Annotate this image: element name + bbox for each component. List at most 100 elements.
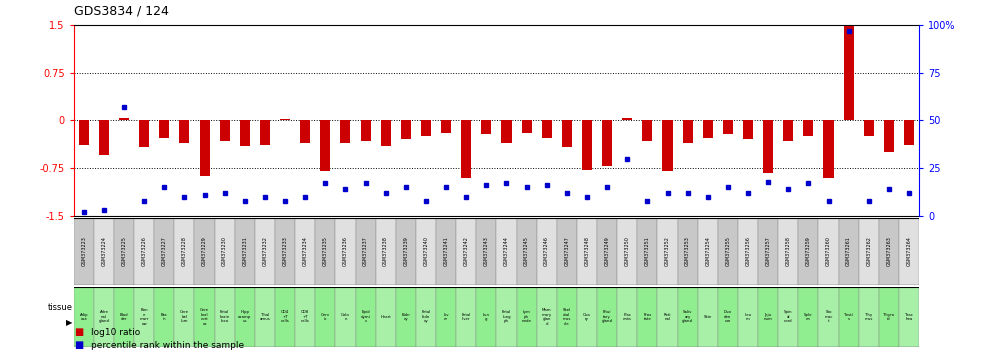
- Bar: [280, 119, 290, 120]
- Bar: [516, 287, 537, 347]
- Bar: [300, 120, 311, 143]
- Bar: [562, 120, 572, 147]
- Bar: [235, 287, 255, 347]
- Bar: [658, 287, 677, 347]
- Bar: [295, 218, 316, 285]
- Text: Epid
dymi
s: Epid dymi s: [361, 310, 371, 324]
- Bar: [335, 287, 356, 347]
- Text: Thy
mus: Thy mus: [865, 313, 873, 321]
- Bar: [195, 287, 214, 347]
- Bar: [320, 120, 330, 171]
- Bar: [376, 218, 396, 285]
- Bar: [879, 218, 899, 285]
- Text: Adip
ose: Adip ose: [80, 313, 88, 321]
- Text: Testi
s: Testi s: [844, 313, 853, 321]
- Bar: [617, 218, 637, 285]
- Bar: [864, 120, 874, 136]
- Text: Sto
mac
t: Sto mac t: [825, 310, 833, 324]
- Bar: [899, 218, 919, 285]
- Text: GSM373241: GSM373241: [443, 236, 448, 266]
- Text: Bon
e
marr
ow: Bon e marr ow: [140, 308, 148, 326]
- Bar: [516, 218, 537, 285]
- Bar: [114, 218, 134, 285]
- Bar: [179, 120, 190, 143]
- Text: Adre
nal
gland: Adre nal gland: [98, 310, 109, 324]
- Text: GSM373236: GSM373236: [343, 236, 348, 266]
- Text: GSM373251: GSM373251: [645, 236, 650, 266]
- Bar: [154, 218, 174, 285]
- Bar: [335, 218, 356, 285]
- Text: Colo
n: Colo n: [341, 313, 350, 321]
- Bar: [456, 218, 477, 285]
- Bar: [200, 120, 209, 176]
- Bar: [93, 287, 114, 347]
- Bar: [255, 218, 275, 285]
- Bar: [779, 218, 798, 285]
- Text: Pitui
tary
gland: Pitui tary gland: [602, 310, 612, 324]
- Bar: [114, 287, 134, 347]
- Text: GSM373254: GSM373254: [705, 236, 711, 266]
- Bar: [159, 120, 169, 138]
- Bar: [174, 287, 195, 347]
- Bar: [396, 287, 416, 347]
- Text: GSM373229: GSM373229: [202, 236, 207, 266]
- Text: Blad
der: Blad der: [120, 313, 129, 321]
- Bar: [738, 287, 758, 347]
- Bar: [74, 287, 93, 347]
- Bar: [698, 287, 718, 347]
- Text: GSM373227: GSM373227: [162, 236, 167, 266]
- Text: GSM373263: GSM373263: [887, 236, 892, 266]
- Bar: [356, 287, 376, 347]
- Text: GSM373226: GSM373226: [142, 236, 146, 266]
- Text: GSM373243: GSM373243: [484, 236, 489, 266]
- Text: Sple
en: Sple en: [804, 313, 813, 321]
- Text: CD4
+T
cells: CD4 +T cells: [281, 310, 289, 324]
- Bar: [783, 120, 793, 141]
- Text: GSM373260: GSM373260: [826, 236, 831, 266]
- Bar: [316, 218, 335, 285]
- Text: Fetal
kidn
ey: Fetal kidn ey: [422, 310, 431, 324]
- Text: Lym
ph
node: Lym ph node: [522, 310, 532, 324]
- Bar: [456, 287, 477, 347]
- Bar: [496, 287, 516, 347]
- Bar: [798, 287, 819, 347]
- Text: GSM373235: GSM373235: [322, 236, 327, 266]
- Bar: [119, 118, 129, 120]
- Bar: [824, 120, 834, 178]
- Text: GSM373261: GSM373261: [846, 236, 851, 266]
- Bar: [396, 218, 416, 285]
- Text: Skel
etal
mus
cle: Skel etal mus cle: [562, 308, 571, 326]
- Bar: [803, 120, 813, 136]
- Bar: [838, 218, 859, 285]
- Bar: [376, 287, 396, 347]
- Bar: [838, 287, 859, 347]
- Text: Hipp
ocamp
us: Hipp ocamp us: [238, 310, 252, 324]
- Bar: [743, 120, 753, 139]
- Bar: [556, 218, 577, 285]
- Text: GSM373258: GSM373258: [785, 236, 790, 266]
- Bar: [819, 218, 838, 285]
- Bar: [718, 218, 738, 285]
- Text: ■: ■: [74, 339, 83, 350]
- Bar: [879, 287, 899, 347]
- Bar: [663, 120, 672, 171]
- Text: GSM373256: GSM373256: [745, 236, 750, 266]
- Bar: [154, 287, 174, 347]
- Bar: [275, 218, 295, 285]
- Bar: [461, 120, 471, 178]
- Text: GSM373246: GSM373246: [545, 236, 549, 266]
- Text: GSM373240: GSM373240: [424, 236, 429, 266]
- Text: Fetal
brain
loca: Fetal brain loca: [219, 310, 230, 324]
- Bar: [884, 120, 894, 152]
- Bar: [240, 120, 250, 146]
- Text: Spin
al
cord: Spin al cord: [784, 310, 792, 324]
- Bar: [537, 287, 556, 347]
- Text: percentile rank within the sample: percentile rank within the sample: [91, 341, 245, 350]
- Bar: [682, 120, 693, 143]
- Bar: [779, 287, 798, 347]
- Bar: [738, 218, 758, 285]
- Text: GSM373255: GSM373255: [725, 236, 730, 266]
- Text: Reti
nal: Reti nal: [664, 313, 671, 321]
- Text: GSM373239: GSM373239: [403, 236, 408, 266]
- Bar: [74, 218, 93, 285]
